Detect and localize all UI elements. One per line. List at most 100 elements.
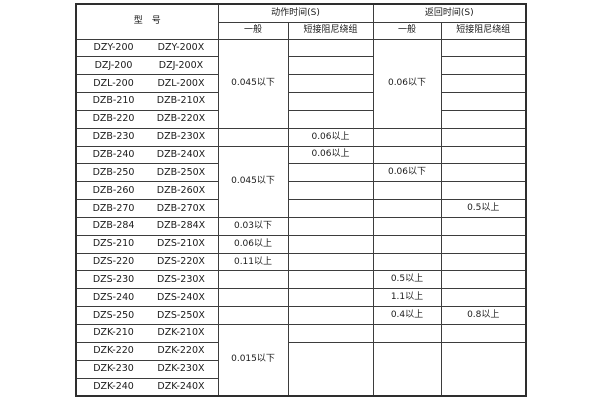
action-damping-value: 0.06以上 <box>287 127 374 147</box>
table-row: DZS-210 DZS-210X 0.06以上 <box>75 234 527 254</box>
return-damping-cell <box>440 163 527 183</box>
return-damping-cell <box>440 109 527 129</box>
model-b: DZB-230X <box>156 131 206 143</box>
table-row: DZS-230 DZS-230X 0.5以上 <box>75 270 527 290</box>
model-b: DZS-250X <box>157 309 205 321</box>
model-a: DZJ-200 <box>94 59 133 71</box>
model-a: DZS-210 <box>92 238 135 250</box>
table-row: DZS-220 DZS-220X 0.11以上 <box>75 252 527 272</box>
header-return-damping: 短接阻尼绕组 <box>440 21 527 40</box>
return-damping-value: 0.5以上 <box>440 199 527 218</box>
return-general-cell <box>372 234 442 254</box>
action-general-cell <box>217 288 289 308</box>
model-a: DZK-210 <box>93 327 134 339</box>
model-cell: DZB-260 DZB-260X <box>75 181 219 201</box>
return-damping-cell <box>440 252 527 272</box>
action-damping-cell <box>287 181 374 201</box>
return-damping-cell <box>440 216 527 236</box>
model-a: DZS-250 <box>92 309 135 321</box>
action-general-cell <box>217 270 289 290</box>
header-action-time: 动作时间(S) <box>217 3 374 23</box>
model-a: DZB-210 <box>92 95 135 107</box>
table-row: DZS-250 DZS-250X 0.4以上 0.8以上 <box>75 306 527 325</box>
model-cell: DZS-230 DZS-230X <box>75 270 219 290</box>
action-general-value: 0.11以上 <box>217 252 289 272</box>
action-damping-cell <box>287 288 374 308</box>
model-a: DZB-270 <box>92 202 135 214</box>
return-damping-cell <box>440 288 527 308</box>
model-cell: DZB-220 DZB-220X <box>75 109 219 129</box>
action-damping-cell <box>287 234 374 254</box>
model-b: DZS-220X <box>157 256 205 268</box>
model-cell: DZY-200 DZY-200X <box>75 38 219 58</box>
model-b: DZK-220X <box>157 345 205 357</box>
action-damping-cell <box>287 324 374 343</box>
model-b: DZB-284X <box>156 220 206 232</box>
model-b: DZB-210X <box>156 95 206 107</box>
model-b: DZB-270X <box>156 202 206 214</box>
header-model: 型 号 <box>75 3 219 40</box>
return-general-cell <box>372 181 442 201</box>
return-general-cell <box>372 199 442 218</box>
return-general-value: 0.06以下 <box>372 38 442 129</box>
model-a: DZK-240 <box>93 380 134 392</box>
header-return-general: 一般 <box>372 21 442 40</box>
model-cell: DZB-270 DZB-270X <box>75 199 219 218</box>
model-b: DZK-210X <box>157 327 205 339</box>
return-general-cell <box>372 127 442 147</box>
return-general-value: 0.4以上 <box>372 306 442 325</box>
model-cell: DZK-240 DZK-240X <box>75 377 219 397</box>
model-a: DZB-260 <box>92 184 135 196</box>
return-damping-cell <box>440 38 527 58</box>
return-general-cell <box>372 145 442 165</box>
return-damping-cell <box>440 127 527 147</box>
table-row: DZB-220 DZB-220X <box>75 109 527 129</box>
action-damping-cell <box>287 109 374 129</box>
model-b: DZB-250X <box>156 166 206 178</box>
table-row: DZJ-200 DZJ-200X <box>75 56 527 76</box>
action-damping-cell <box>287 252 374 272</box>
action-damping-cell <box>287 306 374 325</box>
model-cell: DZK-210 DZK-210X <box>75 324 219 343</box>
return-damping-cell <box>440 341 527 397</box>
model-b: DZB-220X <box>156 113 206 125</box>
return-damping-cell <box>440 74 527 94</box>
action-damping-cell <box>287 92 374 111</box>
action-damping-value: 0.06以上 <box>287 145 374 165</box>
model-cell: DZL-200 DZL-200X <box>75 74 219 94</box>
return-damping-cell <box>440 145 527 165</box>
action-damping-cell <box>287 216 374 236</box>
action-damping-cell <box>287 163 374 183</box>
model-cell: DZJ-200 DZJ-200X <box>75 56 219 76</box>
return-damping-cell <box>440 270 527 290</box>
table-row: DZL-200 DZL-200X <box>75 74 527 94</box>
table-row: DZK-220 DZK-220X <box>75 341 527 397</box>
model-cell: DZK-220 DZK-220X <box>75 341 219 361</box>
header-return-time: 返回时间(S) <box>372 3 527 23</box>
model-a: DZB-230 <box>92 131 135 143</box>
action-general-cell <box>217 306 289 325</box>
model-a: DZK-230 <box>93 363 134 375</box>
model-cell: DZS-220 DZS-220X <box>75 252 219 272</box>
return-damping-value: 0.8以上 <box>440 306 527 325</box>
table-row: DZB-210 DZB-210X <box>75 92 527 111</box>
return-general-cell <box>372 252 442 272</box>
action-general-value: 0.015以下 <box>217 323 289 397</box>
action-damping-cell <box>287 199 374 218</box>
return-general-cell <box>372 216 442 236</box>
action-general-value: 0.06以上 <box>217 234 289 254</box>
header-action-damping: 短接阻尼绕组 <box>287 21 374 40</box>
return-general-value: 0.06以下 <box>372 163 442 183</box>
action-general-value: 0.045以下 <box>217 145 289 218</box>
model-cell: DZS-210 DZS-210X <box>75 234 219 254</box>
spec-table: 型 号 动作时间(S) 返回时间(S) 一般 短接阻尼绕组 一般 短接阻尼绕组 … <box>75 3 527 397</box>
model-b: DZB-260X <box>156 184 206 196</box>
model-b: DZJ-200X <box>158 59 204 71</box>
model-a: DZS-230 <box>92 273 135 285</box>
action-general-value: 0.045以下 <box>217 38 289 129</box>
action-general-value: 0.03以下 <box>217 216 289 236</box>
table-row: DZB-270 DZB-270X 0.5以上 <box>75 199 527 218</box>
action-damping-cell <box>287 38 374 58</box>
model-b: DZB-240X <box>156 148 206 160</box>
